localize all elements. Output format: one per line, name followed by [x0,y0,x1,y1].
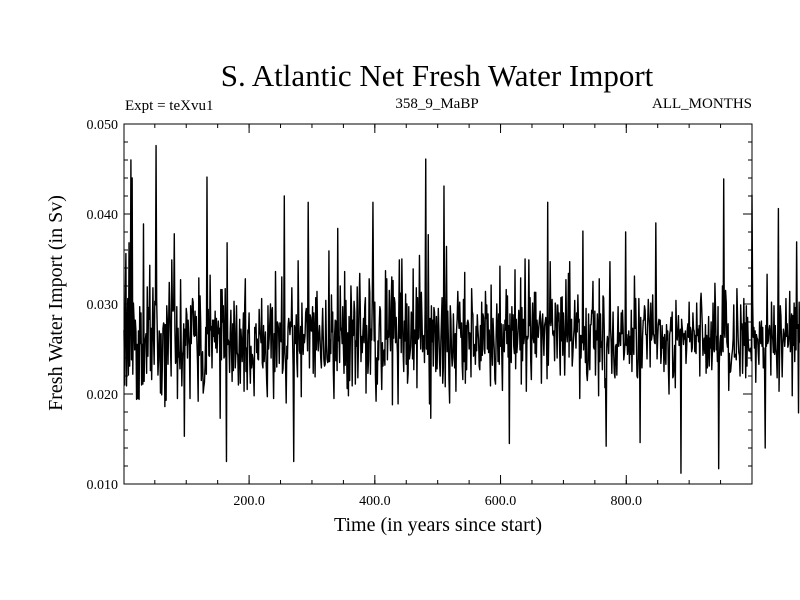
plot-frame [123,123,753,485]
x-axis: 200.0 400.0 600.0 800.0 [154,124,753,509]
chart-title: S. Atlantic Net Fresh Water Import [221,58,654,93]
y-tick-label: 0.050 [87,118,119,133]
x-tick-label: 800.0 [611,494,643,509]
x-tick-label: 400.0 [359,494,391,509]
months-label: ALL_MONTHS [652,96,752,112]
x-tick-label: 200.0 [233,494,265,509]
run-label: 358_9_MaBP [395,96,478,112]
y-axis-label: Fresh Water Import (in Sv) [45,195,67,411]
y-tick-label: 0.020 [87,388,119,403]
y-tick-label: 0.040 [87,208,119,223]
y-tick-label: 0.030 [87,298,119,313]
y-tick-label: 0.010 [87,478,119,493]
y-axis: 0.010 0.020 0.030 0.040 0.050 [87,118,752,493]
series-line [123,144,800,474]
x-axis-label: Time (in years since start) [334,514,542,536]
experiment-label: Expt = teXvu1 [125,98,213,114]
x-tick-label: 600.0 [485,494,517,509]
